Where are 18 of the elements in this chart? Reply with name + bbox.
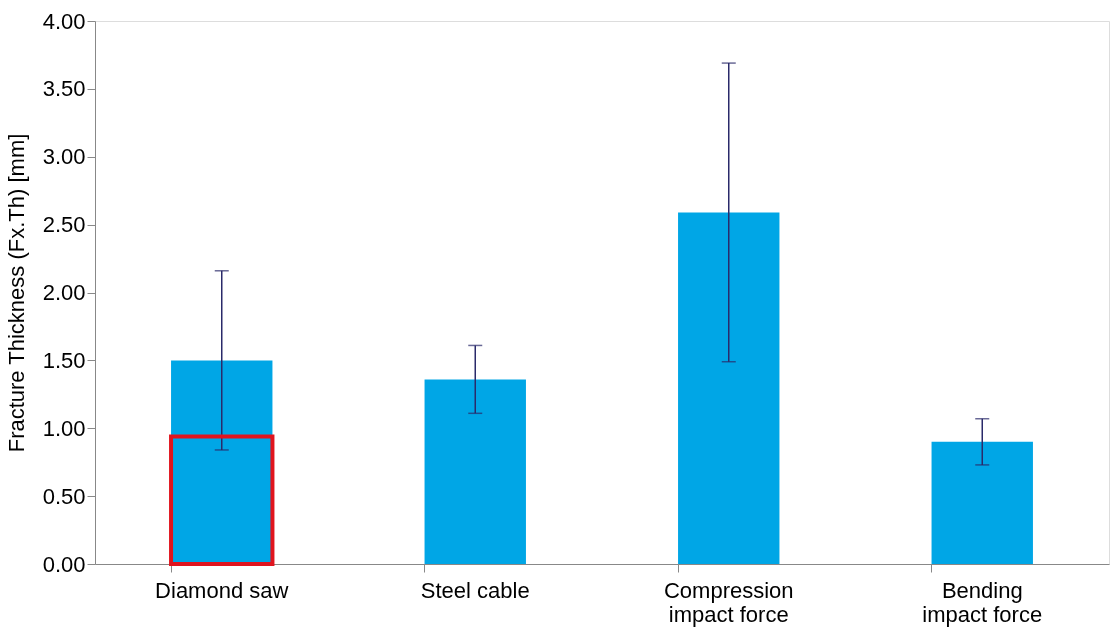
bar	[171, 360, 273, 564]
x-tick-label: Diamond saw	[155, 577, 289, 603]
y-tick-label: 1.00	[42, 415, 86, 441]
y-tick-label: 0.00	[42, 551, 86, 577]
y-tick-label: 1.50	[42, 347, 86, 373]
x-tick-label: Bending impact force	[922, 577, 1043, 627]
y-tick-label: 3.50	[42, 76, 86, 102]
y-axis-title: Fracture Thickness (Fx.Th) [mm]	[3, 133, 29, 453]
y-tick-label: 4.00	[42, 8, 86, 34]
y-tick-label: 0.50	[42, 483, 86, 509]
y-tick-label: 2.00	[42, 280, 86, 305]
y-tick-label: 3.00	[42, 144, 86, 170]
bar	[678, 212, 780, 564]
y-tick-label: 2.50	[42, 212, 86, 238]
x-tick-label: Steel cable	[420, 577, 530, 603]
bar	[931, 441, 1033, 564]
x-tick-label: Compression impact force	[663, 577, 794, 627]
bar	[424, 379, 526, 564]
